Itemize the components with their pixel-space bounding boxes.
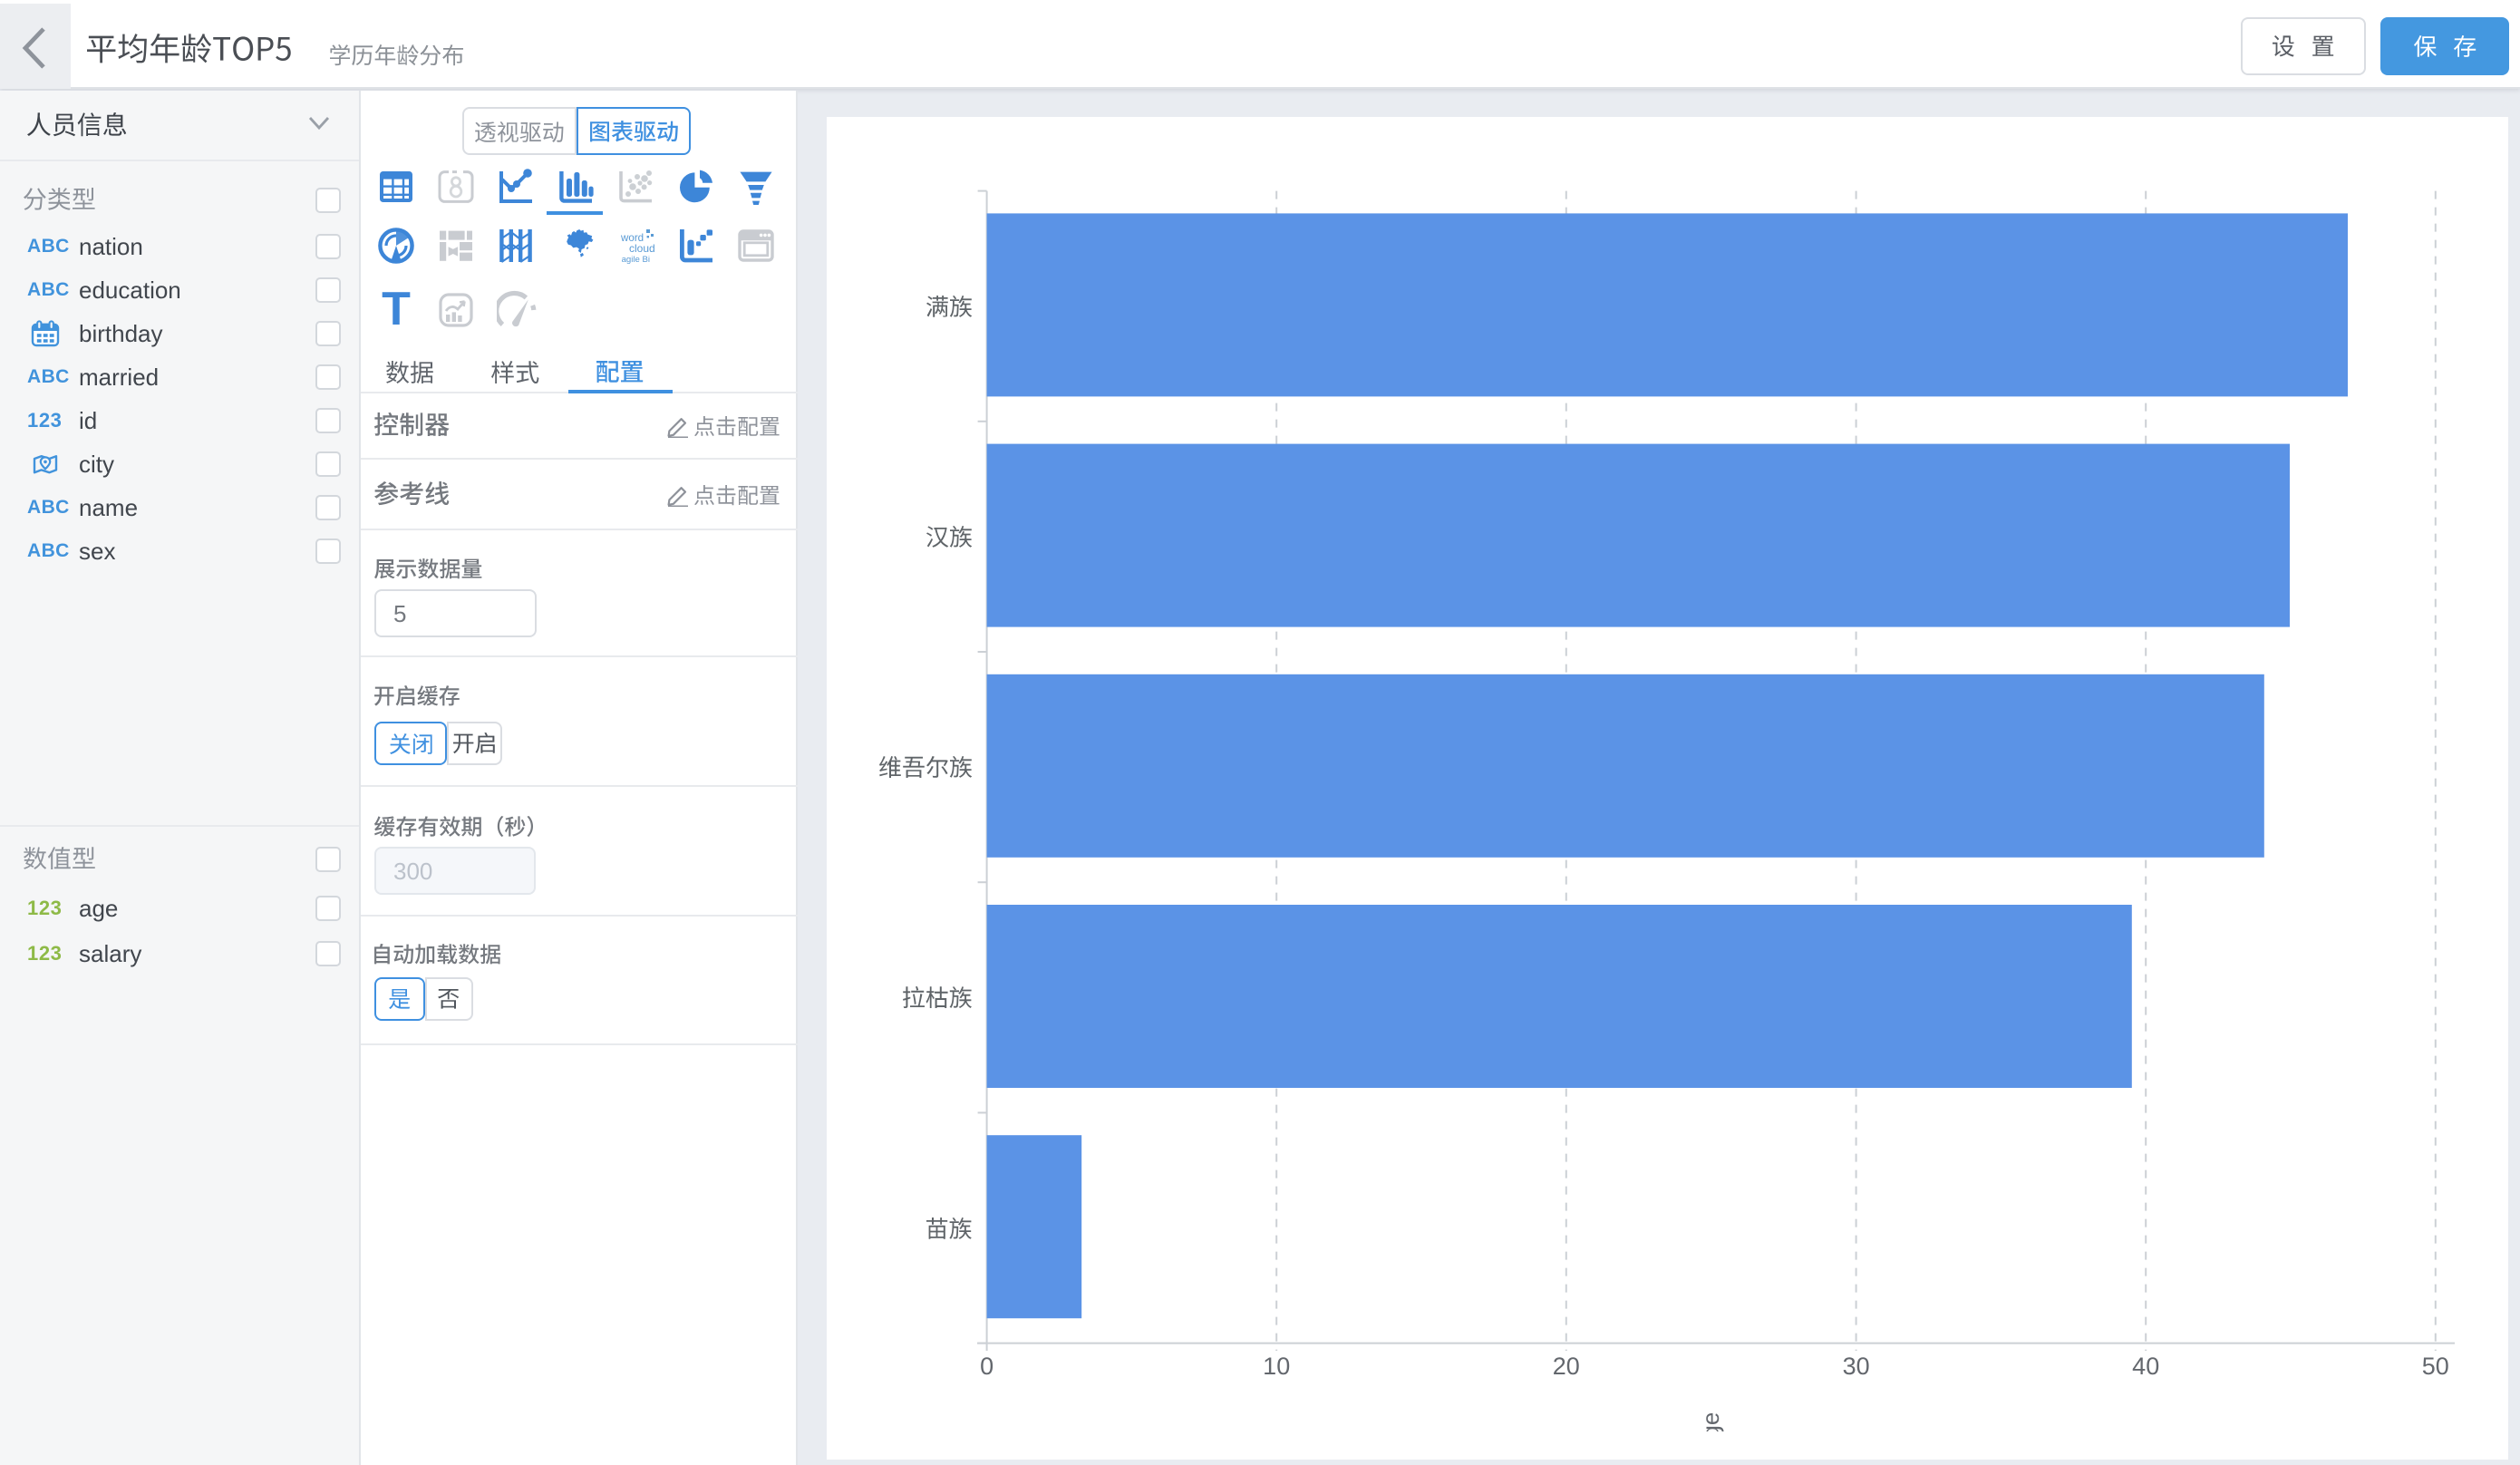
svg-text:age: age xyxy=(1701,1412,1724,1431)
svg-text:40: 40 xyxy=(2132,1353,2159,1380)
svg-text:30: 30 xyxy=(1843,1353,1870,1380)
svg-text:0: 0 xyxy=(980,1353,993,1380)
svg-text:20: 20 xyxy=(1553,1353,1580,1380)
svg-text:agile Bi: agile Bi xyxy=(622,255,650,265)
svg-text:10: 10 xyxy=(1263,1353,1290,1380)
svg-text:word: word xyxy=(620,232,644,244)
svg-text:50: 50 xyxy=(2422,1353,2449,1380)
svg-text:cloud: cloud xyxy=(629,242,655,255)
